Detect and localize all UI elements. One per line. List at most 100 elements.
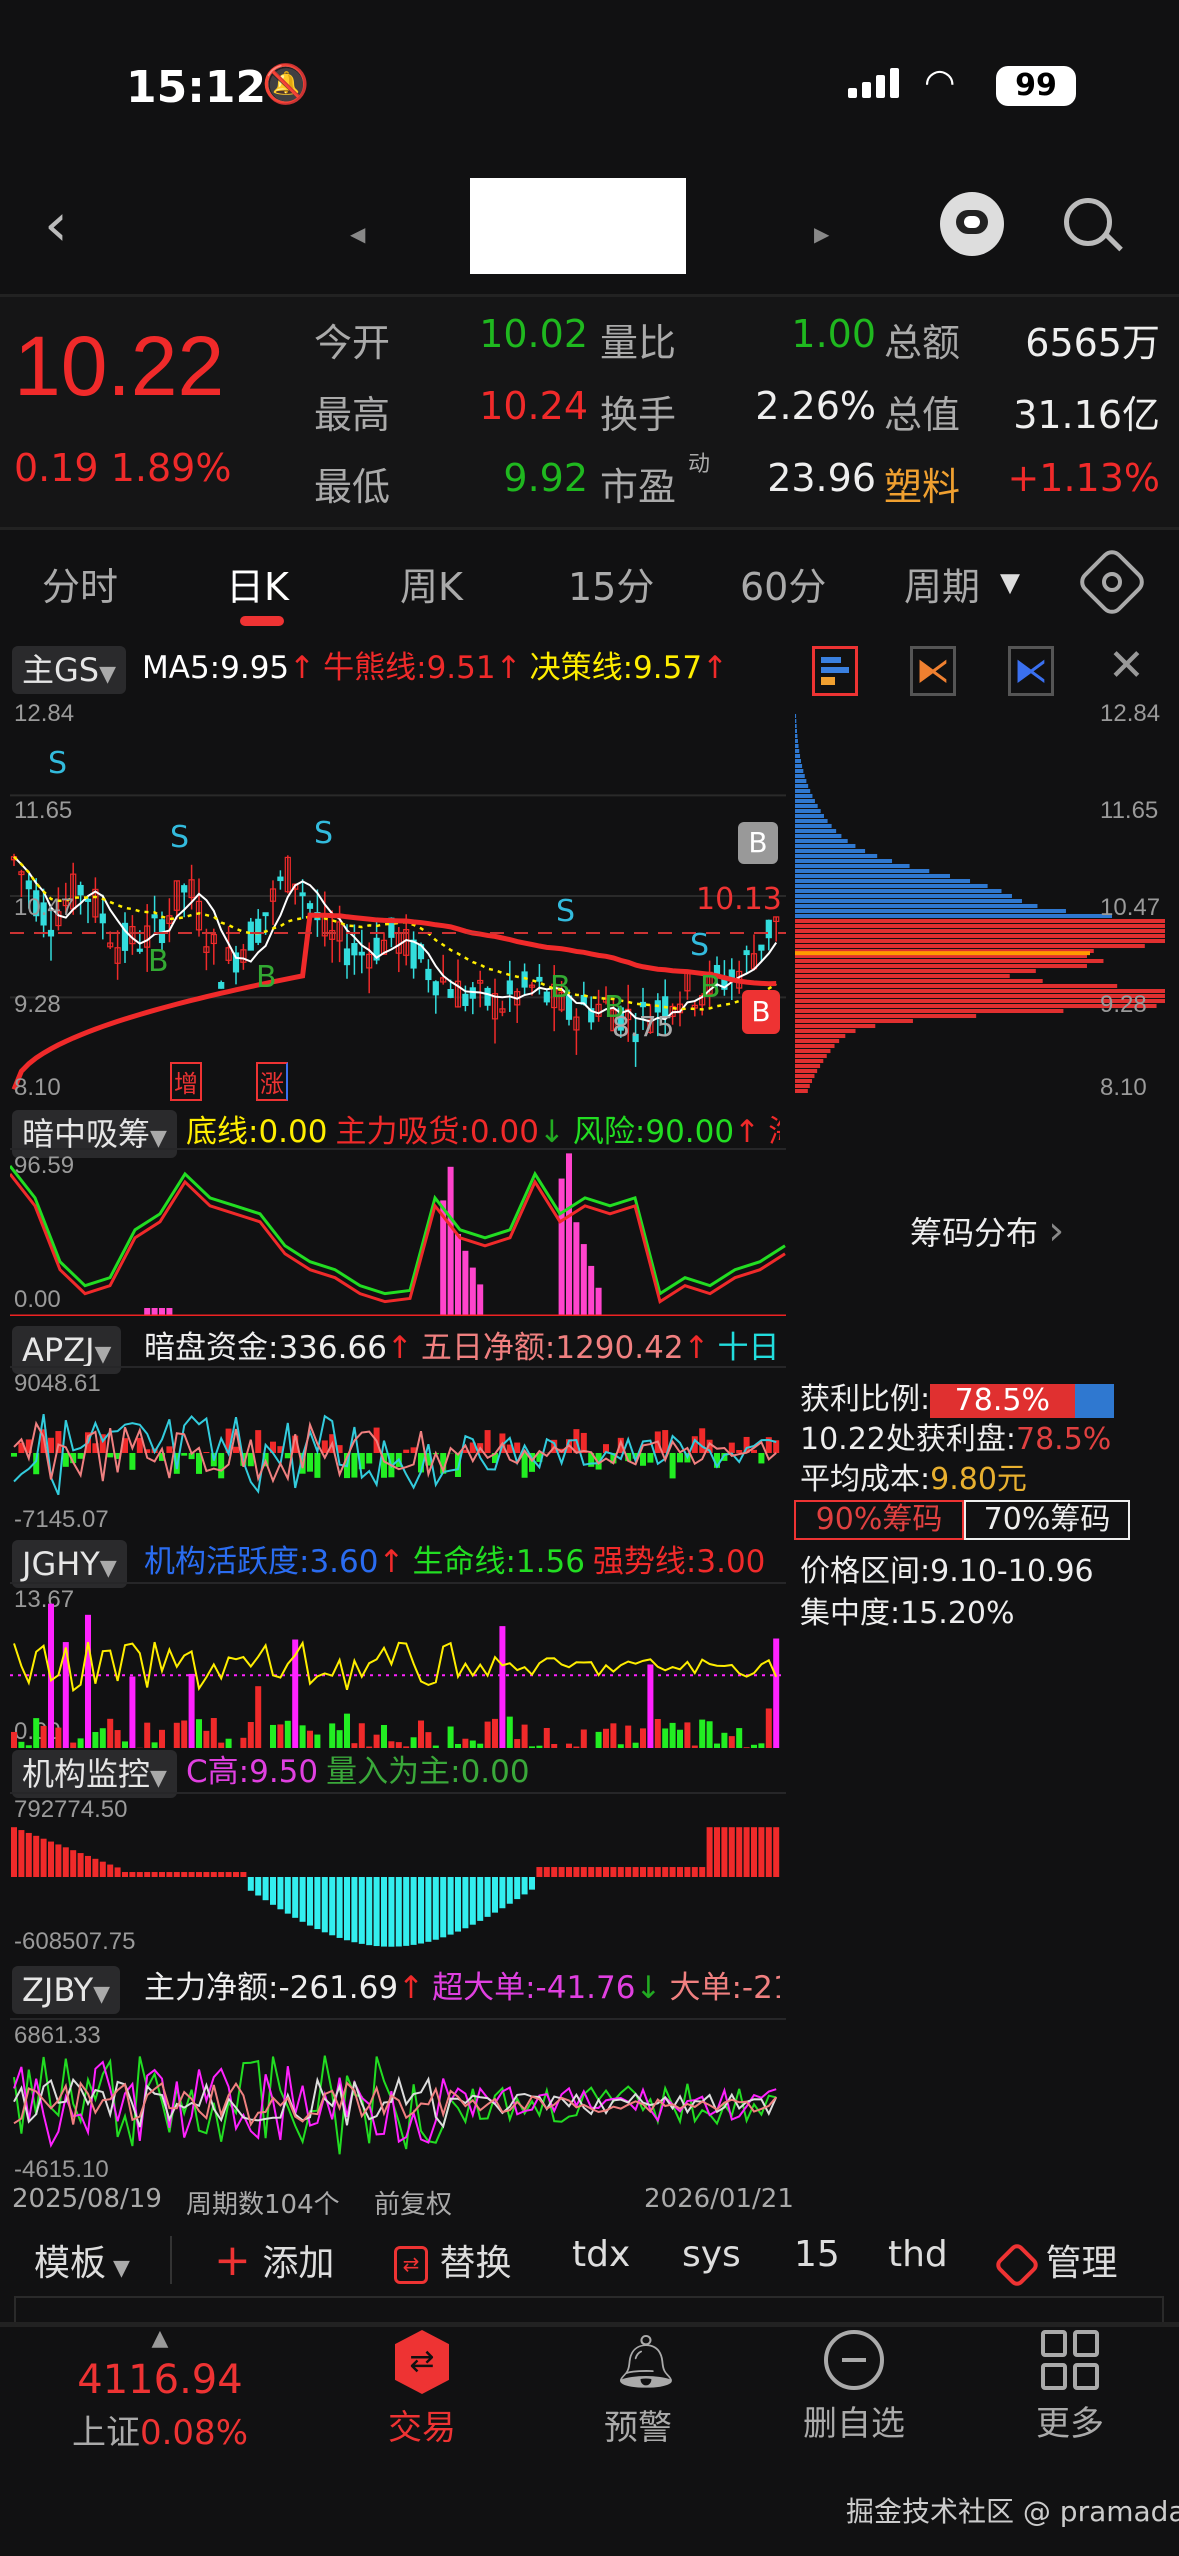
institution-bar [373,1877,380,1947]
institution-bar [344,1877,350,1941]
nav-alert[interactable]: 🔔︎ 预警 [538,2330,738,2449]
assistant-robot-icon[interactable] [940,192,1004,256]
panel-selector-4[interactable]: ZJBY▼ [12,1966,121,2014]
tag-zeng[interactable]: 增 [170,1062,202,1101]
chip-bar [795,1079,813,1083]
activity-bar [210,1718,217,1748]
chip-bar [795,1084,810,1088]
prev-stock-icon[interactable]: ◀ [350,222,366,246]
buy-signal-red-badge[interactable]: B [742,990,780,1034]
tab-5[interactable]: 周期 [904,565,981,609]
candle-body [499,1008,506,1013]
quote-value: 31.16亿 [1013,393,1160,437]
institution-bar [159,1872,165,1877]
candle-body [351,943,358,956]
fund-bar [425,1453,432,1466]
main-indicator-selector[interactable]: 主GS▼ [12,646,127,694]
candle-body [92,888,99,918]
chip-distribution-link[interactable]: 筹码分布 › [910,1208,1064,1254]
institution-bar [462,1877,469,1929]
back-button[interactable]: ‹ [44,190,68,260]
activity-bar [751,1744,757,1748]
main-indicator-name: 主GS [22,651,100,689]
template-15[interactable]: 15 [794,2234,840,2275]
manage-button[interactable]: 管理 [992,2234,1117,2290]
candle-body [691,1004,698,1009]
indicator-value: 十日净 [717,1330,780,1366]
fund-bar [351,1453,358,1478]
panel-selector-0[interactable]: 暗中吸筹▼ [12,1110,177,1158]
chip-bar [795,719,797,723]
activity-bar [462,1738,469,1748]
nav-more[interactable]: 更多 [970,2330,1170,2445]
institution-bar [292,1877,299,1918]
tab-2[interactable]: 周K [400,565,463,609]
nav-top-border [0,2322,1179,2327]
quote-label: 最高 [314,393,391,437]
institution-bar [203,1872,210,1877]
template-sys[interactable]: sys [682,2234,741,2275]
settings-hexagon-icon[interactable] [1075,545,1149,619]
period-dropdown-caret[interactable]: ▼ [1000,568,1020,598]
bell-icon: 🔔︎ [613,2332,680,2392]
next-stock-icon[interactable]: ▶ [814,222,830,246]
nav-trade[interactable]: ⇄ 交易 [322,2330,522,2449]
add-button[interactable]: + 添加 [214,2234,334,2286]
panel-selector-2[interactable]: JGHY▼ [12,1540,127,1588]
chip-axis-label: 9.28 [1100,991,1147,1018]
candle-body [617,1007,624,1031]
chip-bar [795,999,1165,1003]
template-dropdown[interactable]: 模板 ▼ [34,2234,130,2286]
institution-bar [543,1867,550,1877]
tag-zhang[interactable]: 涨 [256,1062,288,1101]
institution-bar [262,1877,269,1901]
tab-3[interactable]: 15分 [568,565,655,609]
trend-arrow-icon: ↑ [702,650,729,686]
candle-body [536,976,543,982]
nav-remove-label: 删自选 [803,2404,905,2444]
chip-bar [795,1004,1157,1008]
price-range-row: 价格区间:9.10-10.96 [800,1546,1094,1590]
chip-view-bars-button[interactable] [812,646,858,696]
medium-line [13,2080,777,2128]
index-ticker[interactable]: ▲ 4116.94 上证0.08% [50,2326,270,2454]
candle-body [151,914,158,919]
template-tdx[interactable]: tdx [572,2234,631,2275]
kline-chart[interactable] [10,694,786,1098]
indicator-value: 牛熊线:9.51 [323,650,496,686]
tab-1[interactable]: 日K [226,565,289,609]
chip-bar [795,939,1165,943]
tab-0[interactable]: 分时 [42,565,119,609]
activity-bar [188,1673,195,1748]
replace-button[interactable]: ⇄ 替换 [394,2234,511,2286]
activity-bar [514,1739,521,1748]
tab-90-chips[interactable]: 90%筹码 [794,1500,964,1540]
sell-signal: S [556,894,576,929]
activity-bar [366,1746,373,1748]
institution-bar [566,1867,572,1877]
candle-body [551,983,558,1009]
nav-remove-watchlist[interactable]: 删自选 [754,2330,954,2445]
panel-selector-3[interactable]: 机构监控▼ [12,1750,177,1798]
close-chip-panel-icon[interactable]: ✕ [1108,640,1145,691]
indicator-value: 生命线:1.56 [412,1544,585,1580]
tab-70-chips[interactable]: 70%筹码 [964,1500,1130,1540]
chip-bar [795,879,971,883]
institution-bar [758,1827,765,1877]
activity-bar [477,1743,484,1748]
tab-4[interactable]: 60分 [740,565,827,609]
chip-view-profile-orange-button[interactable]: ⧔ [910,646,956,696]
fund-bar [48,1437,54,1453]
chip-bar [795,844,856,848]
fund-bar [196,1453,202,1474]
search-icon[interactable] [1064,198,1112,246]
dropdown-caret-icon: ▼ [93,1982,111,2007]
fund-bar [233,1446,239,1453]
template-thd[interactable]: thd [888,2234,948,2275]
chip-view-profile-blue-button[interactable]: ⧔ [1008,646,1054,696]
fund-bar [188,1453,195,1460]
quote-label: 总值 [884,393,961,437]
institution-bar [210,1872,217,1877]
adjust-mode[interactable]: 前复权 [374,2190,453,2220]
quote-area [0,294,1179,530]
